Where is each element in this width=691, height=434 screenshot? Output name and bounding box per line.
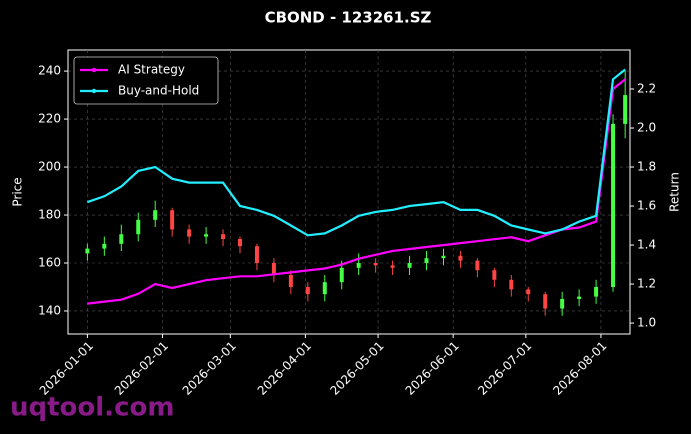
x-tick-label: 2026-05-01 <box>327 339 386 398</box>
candle-body <box>543 294 548 309</box>
candle-body <box>187 229 192 237</box>
candle-body <box>623 95 628 124</box>
watermark: uqtool.com <box>10 393 174 423</box>
legend-marker <box>91 88 97 94</box>
y2-tick-label: 1.4 <box>637 238 656 252</box>
legend-box <box>73 56 219 105</box>
plot-frame <box>67 49 631 335</box>
candle-body <box>390 265 395 268</box>
x-tick-label: 2026-03-01 <box>180 339 239 398</box>
candle-body <box>254 246 259 263</box>
y-tick-label: 200 <box>38 160 61 174</box>
candle-body <box>136 219 141 235</box>
candle-body <box>322 282 327 295</box>
y-tick-label: 220 <box>38 112 61 126</box>
candle-body <box>85 248 90 254</box>
candle-body <box>339 267 344 283</box>
candle-body <box>594 286 599 297</box>
candle-body <box>492 270 497 280</box>
x-tick-label: 2026-02-01 <box>112 339 171 398</box>
x-tick-label: 2026-01-01 <box>37 339 96 398</box>
candle-body <box>170 210 175 230</box>
candle-body <box>237 239 242 247</box>
candle-body <box>153 210 158 220</box>
candle-body <box>305 286 310 295</box>
candle-body <box>221 234 226 240</box>
candle-body <box>424 258 429 263</box>
y2-axis-label: Return <box>668 172 682 212</box>
chart-title: CBOND - 123261.SZ <box>265 9 432 27</box>
y2-tick-label: 1.8 <box>637 160 656 174</box>
candle-body <box>102 243 107 249</box>
candle-body <box>441 255 446 259</box>
x-tick-label: 2026-08-01 <box>550 339 609 398</box>
candle-body <box>288 274 293 287</box>
legend-label: Buy-and-Hold <box>118 84 199 98</box>
candle-body <box>560 298 565 309</box>
candle-body <box>526 289 531 295</box>
candle-body <box>204 234 209 237</box>
y2-tick-label: 2.2 <box>637 82 656 96</box>
candle-body <box>577 296 582 299</box>
legend-label: AI Strategy <box>118 63 185 77</box>
y-tick-label: 160 <box>38 256 61 270</box>
y2-tick-label: 1.2 <box>637 277 656 291</box>
x-tick-label: 2026-07-01 <box>475 339 534 398</box>
candle-body <box>475 260 480 271</box>
candle-body <box>356 263 361 268</box>
y-tick-label: 240 <box>38 64 61 78</box>
y-tick-label: 140 <box>38 303 61 317</box>
candle-body <box>509 279 514 290</box>
y2-tick-label: 1.0 <box>637 316 656 330</box>
candle-body <box>119 234 124 244</box>
y2-tick-label: 1.6 <box>637 199 656 213</box>
legend: AI Strategy Buy-and-Hold <box>73 56 219 105</box>
x-tick-label: 2026-06-01 <box>403 339 462 398</box>
candle-body <box>373 263 378 266</box>
candle-body <box>611 123 616 287</box>
candle-body <box>407 263 412 268</box>
y2-tick-label: 2.0 <box>637 121 656 135</box>
x-tick-label: 2026-04-01 <box>255 339 314 398</box>
series-line <box>87 68 626 237</box>
candle-body <box>458 255 463 261</box>
y-tick-label: 180 <box>38 208 61 222</box>
series-line <box>87 78 626 305</box>
candle-body <box>271 263 276 275</box>
legend-marker <box>91 67 97 73</box>
y-axis-label: Price <box>11 177 25 206</box>
